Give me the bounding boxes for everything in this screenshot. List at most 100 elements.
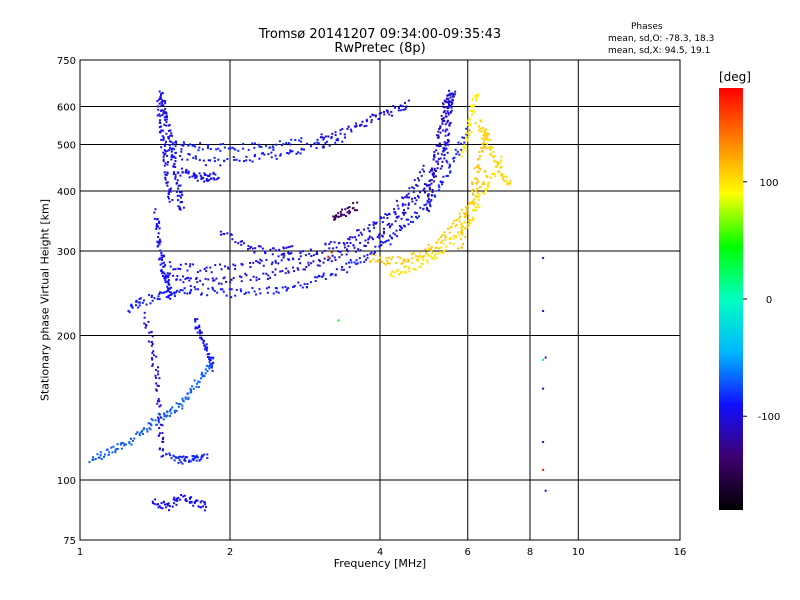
data-point xyxy=(419,265,422,268)
data-point xyxy=(386,223,389,226)
data-point xyxy=(186,292,189,295)
data-point xyxy=(407,258,410,261)
data-point xyxy=(168,287,171,290)
data-point xyxy=(151,352,154,355)
data-point xyxy=(468,222,471,225)
data-point xyxy=(184,262,187,265)
data-point xyxy=(173,162,176,165)
data-point xyxy=(206,370,209,373)
data-point xyxy=(167,279,170,282)
data-point xyxy=(453,156,456,159)
data-point xyxy=(315,147,318,150)
data-point xyxy=(155,382,158,385)
data-point xyxy=(160,291,163,294)
data-point xyxy=(441,122,444,125)
x-tick-label: 2 xyxy=(227,547,233,558)
data-point xyxy=(158,292,161,295)
data-point xyxy=(346,241,349,244)
data-point xyxy=(204,345,207,348)
data-point xyxy=(200,500,203,503)
data-point xyxy=(492,172,495,175)
data-point xyxy=(330,137,333,140)
data-point xyxy=(191,175,194,178)
data-point xyxy=(446,119,449,122)
data-point xyxy=(392,104,395,107)
data-point xyxy=(427,193,430,196)
data-point xyxy=(162,155,165,158)
data-point xyxy=(289,245,292,248)
data-point xyxy=(423,183,426,186)
data-point xyxy=(127,309,130,312)
data-point xyxy=(338,256,341,259)
data-point xyxy=(359,241,362,244)
data-point xyxy=(460,155,463,158)
data-point xyxy=(443,231,446,234)
data-point xyxy=(258,145,261,148)
data-point xyxy=(259,258,262,261)
data-point xyxy=(275,143,278,146)
data-point xyxy=(251,287,254,290)
data-point xyxy=(447,113,450,116)
data-point xyxy=(396,204,399,207)
data-point xyxy=(405,218,408,221)
colorbar-label: [deg] xyxy=(719,70,751,84)
data-point xyxy=(330,260,333,263)
data-point xyxy=(430,247,433,250)
data-point xyxy=(196,331,199,334)
data-point xyxy=(477,195,480,198)
data-point xyxy=(186,158,189,161)
data-point xyxy=(321,136,324,139)
data-point xyxy=(261,247,264,250)
data-point xyxy=(397,215,400,218)
data-point xyxy=(164,102,167,105)
data-point xyxy=(172,268,175,271)
data-point xyxy=(186,171,189,174)
data-point xyxy=(179,461,182,464)
data-point xyxy=(461,136,464,139)
data-point xyxy=(156,384,159,387)
data-point xyxy=(439,241,442,244)
data-point xyxy=(450,109,453,112)
data-point xyxy=(167,274,170,277)
data-point xyxy=(484,131,487,134)
data-point xyxy=(247,148,250,151)
data-point xyxy=(239,240,242,243)
data-point xyxy=(192,173,195,176)
data-point xyxy=(173,409,176,412)
data-point xyxy=(362,228,365,231)
data-point xyxy=(157,421,160,424)
data-point xyxy=(394,213,397,216)
data-point xyxy=(211,369,214,372)
data-point xyxy=(158,227,161,230)
data-point xyxy=(162,254,165,257)
data-point xyxy=(183,494,186,497)
data-point xyxy=(449,170,452,173)
data-point xyxy=(258,262,261,265)
data-point xyxy=(158,377,161,380)
data-point xyxy=(369,261,372,264)
data-point xyxy=(441,183,444,186)
data-point xyxy=(428,186,431,189)
data-point xyxy=(129,304,132,307)
data-point xyxy=(489,138,492,141)
data-point xyxy=(96,453,99,456)
data-point xyxy=(368,230,371,233)
data-point xyxy=(287,258,290,261)
data-point xyxy=(376,235,379,238)
data-point xyxy=(163,414,166,417)
data-point xyxy=(431,190,434,193)
data-point xyxy=(372,224,375,227)
data-point xyxy=(177,184,180,187)
data-point xyxy=(162,104,165,107)
data-point xyxy=(177,199,180,202)
data-point xyxy=(179,403,182,406)
data-point xyxy=(186,456,189,459)
data-point xyxy=(329,241,332,244)
data-point xyxy=(166,504,169,507)
data-point xyxy=(486,138,489,141)
data-point xyxy=(505,183,508,186)
data-point xyxy=(484,146,487,149)
data-point xyxy=(501,174,504,177)
data-point xyxy=(207,278,210,281)
data-point xyxy=(212,288,215,291)
